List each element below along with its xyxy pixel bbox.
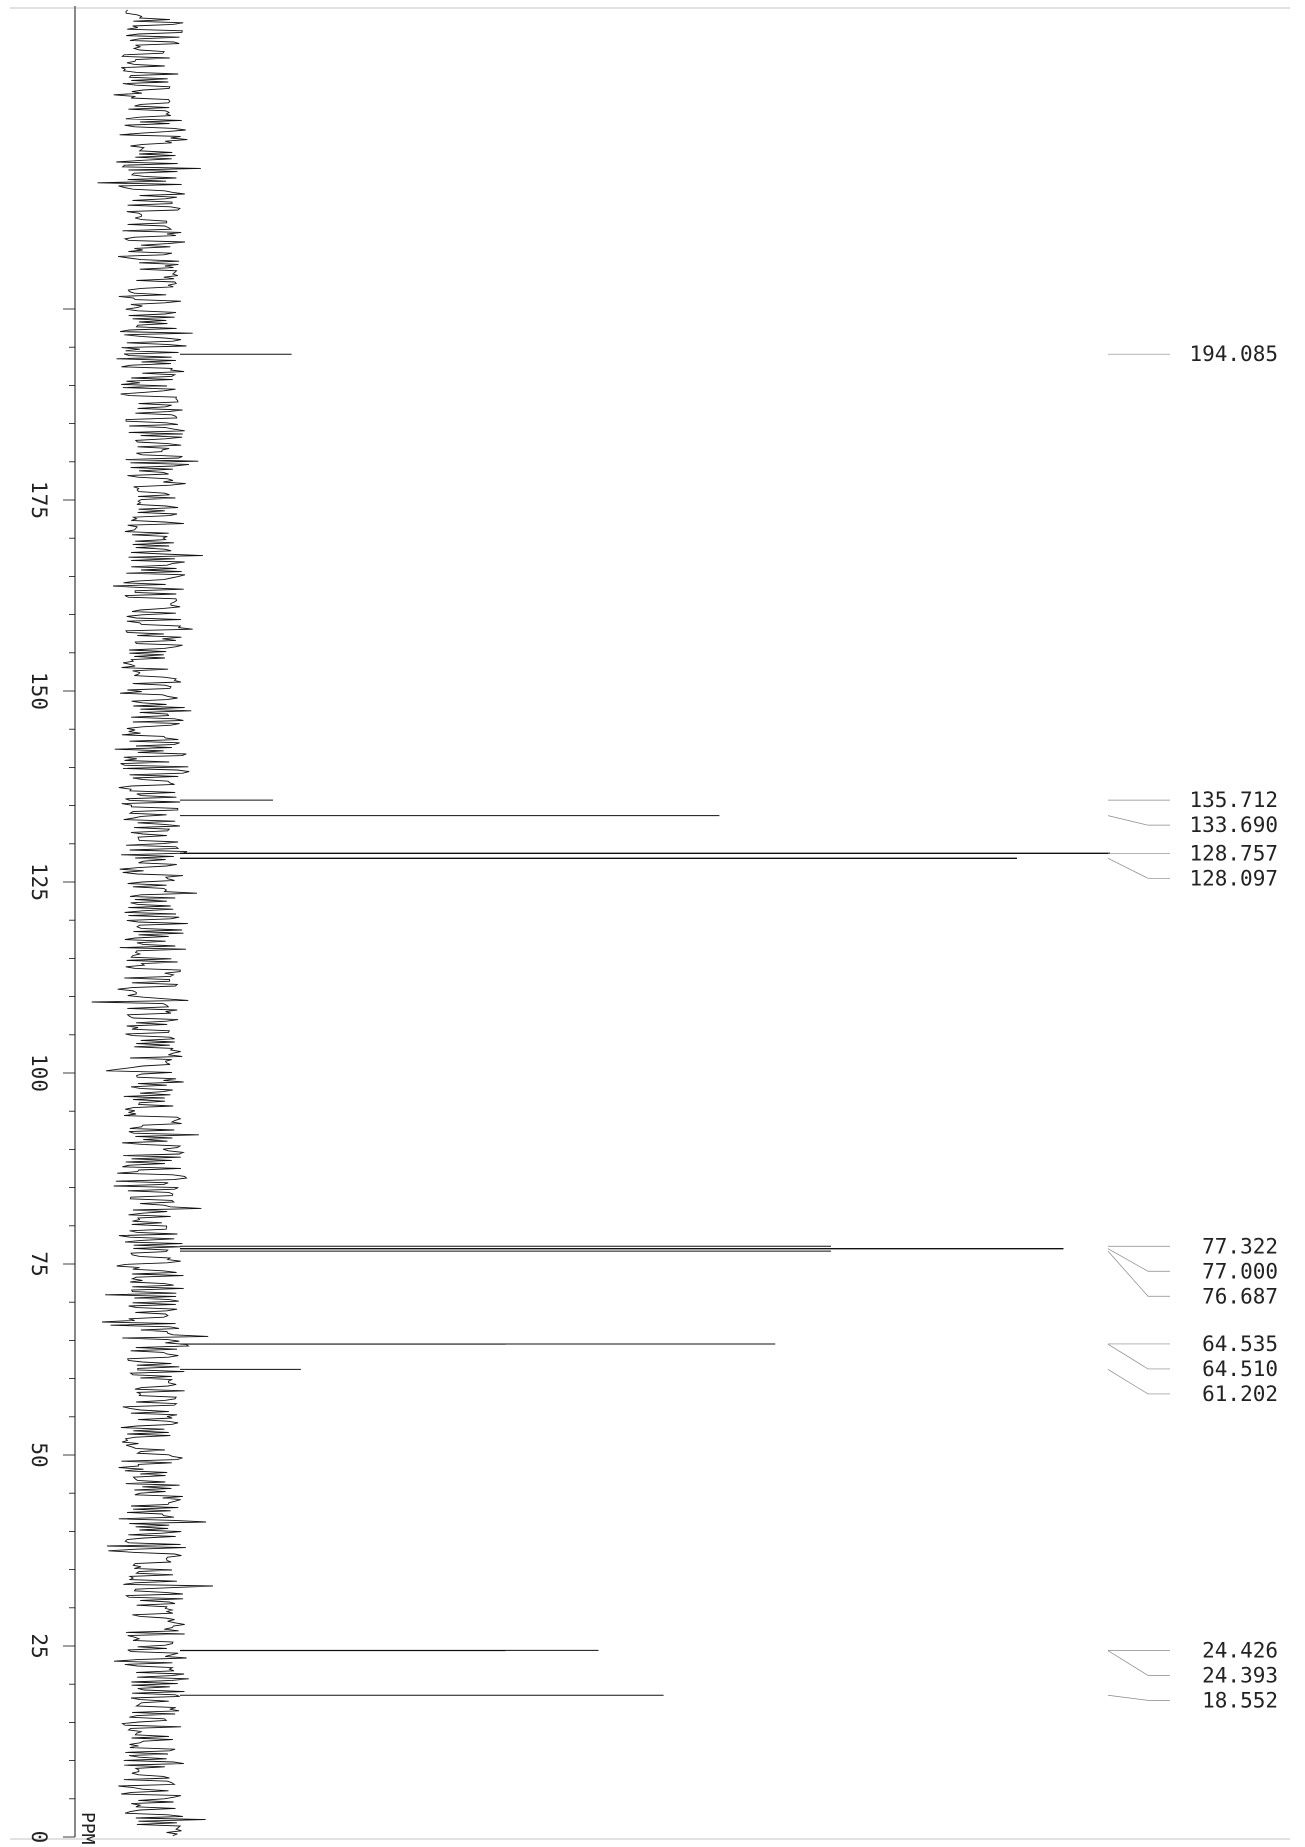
- axis-tick-label: 100: [27, 1054, 51, 1092]
- ppm-axis: 0 25 50 75 100 125 150 175: [10, 6, 1290, 1843]
- peak-label: 194.085: [1189, 342, 1278, 366]
- peak-label: 77.322: [1202, 1234, 1278, 1258]
- peak-label: 24.426: [1202, 1638, 1278, 1662]
- axis-tick-label: 0: [27, 1831, 51, 1844]
- peak-label: 61.202: [1202, 1382, 1278, 1406]
- baseline-noise: [91, 9, 214, 1837]
- peak-label: 64.510: [1202, 1357, 1278, 1381]
- axis-tick-label: 175: [27, 481, 51, 519]
- peak-label-connector: [1107, 1343, 1170, 1370]
- axis-tick-label: 25: [27, 1633, 51, 1658]
- peak-label-connector: [1107, 1369, 1170, 1395]
- peak-label-connector: [1107, 815, 1170, 826]
- peak-label: 18.552: [1202, 1688, 1278, 1712]
- peak-label: 76.687: [1202, 1284, 1278, 1308]
- peak-lines: [180, 353, 1110, 1696]
- peak-label-connector: [1107, 1250, 1170, 1297]
- axis-tick-label: 75: [27, 1251, 51, 1276]
- peak-label-connector: [1107, 1650, 1170, 1676]
- peak-label: 128.757: [1189, 841, 1278, 865]
- peak-label: 133.690: [1189, 813, 1278, 837]
- axis-tick-label: 50: [27, 1442, 51, 1467]
- noise-trace: [91, 9, 214, 1837]
- peak-label: 64.535: [1202, 1332, 1278, 1356]
- peak-label-connector: [1107, 1248, 1170, 1272]
- peak-label: 135.712: [1189, 788, 1278, 812]
- axis-tick-label: 150: [27, 672, 51, 710]
- axis-unit-label: PPM: [77, 1812, 98, 1845]
- peak-label: 77.000: [1202, 1259, 1278, 1283]
- peak-label: 128.097: [1189, 866, 1278, 890]
- peak-label-connector: [1107, 858, 1170, 879]
- axis-tick-label: 125: [27, 863, 51, 901]
- peak-label: 24.393: [1202, 1663, 1278, 1687]
- peak-label-connector: [1107, 1694, 1170, 1701]
